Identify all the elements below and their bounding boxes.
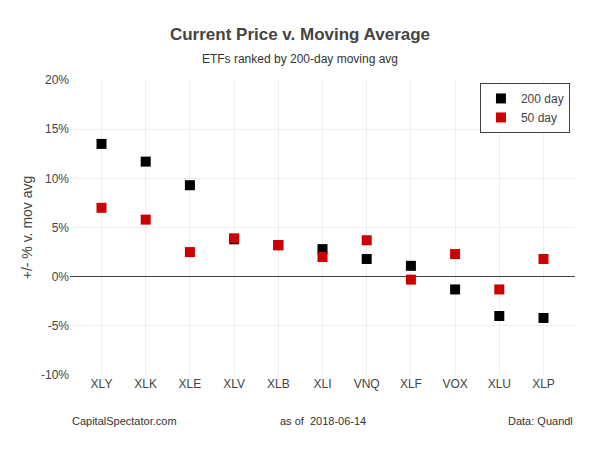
svg-text:XLE: XLE: [179, 377, 202, 391]
svg-text:-5%: -5%: [48, 319, 70, 333]
svg-text:+/- % v. mov avg: +/- % v. mov avg: [19, 176, 35, 280]
svg-text:XLP: XLP: [532, 377, 555, 391]
svg-text:5%: 5%: [52, 221, 70, 235]
svg-text:VNQ: VNQ: [354, 377, 380, 391]
svg-text:VOX: VOX: [442, 377, 467, 391]
svg-text:as of 2018-06-14: as of 2018-06-14: [280, 415, 366, 427]
svg-text:XLF: XLF: [400, 377, 422, 391]
svg-text:0%: 0%: [52, 270, 70, 284]
svg-text:20%: 20%: [45, 73, 69, 87]
svg-text:XLK: XLK: [134, 377, 157, 391]
svg-text:CapitalSpectator.com: CapitalSpectator.com: [72, 415, 177, 427]
svg-text:-10%: -10%: [41, 368, 69, 382]
svg-text:10%: 10%: [45, 172, 69, 186]
svg-text:XLY: XLY: [91, 377, 113, 391]
svg-text:XLV: XLV: [223, 377, 245, 391]
svg-text:XLI: XLI: [313, 377, 331, 391]
svg-text:Current Price v. Moving Averag: Current Price v. Moving Average: [170, 25, 430, 44]
svg-text:200 day: 200 day: [521, 92, 564, 106]
svg-text:XLB: XLB: [267, 377, 290, 391]
svg-text:XLU: XLU: [488, 377, 511, 391]
svg-text:ETFs ranked by 200-day moving: ETFs ranked by 200-day moving avg: [202, 52, 398, 66]
svg-text:15%: 15%: [45, 122, 69, 136]
svg-text:Data: Quandl: Data: Quandl: [508, 415, 573, 427]
svg-text:50 day: 50 day: [521, 111, 557, 125]
